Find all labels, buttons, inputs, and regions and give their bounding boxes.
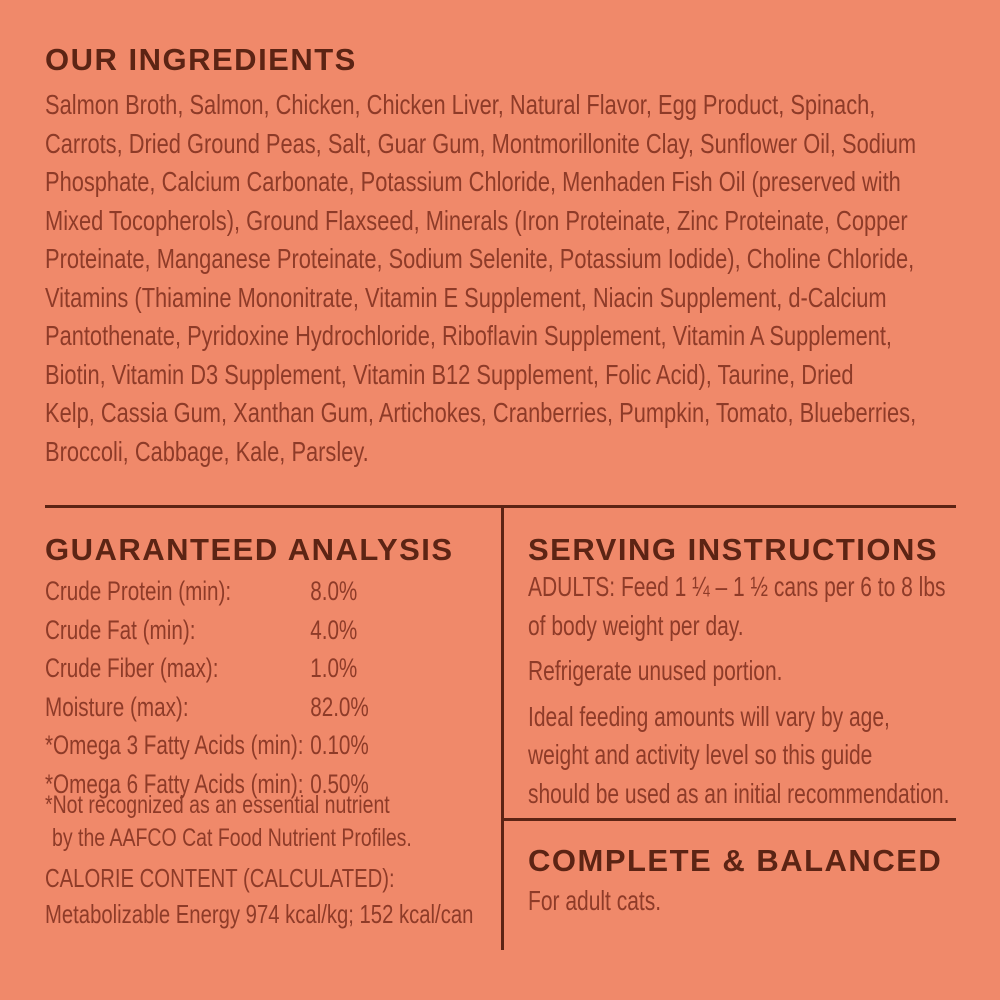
analysis-value: 4.0% — [310, 614, 358, 645]
serving-line: Ideal feeding amounts will vary by age, — [528, 700, 890, 732]
calorie-content-heading: CALORIE CONTENT (CALCULATED): — [45, 863, 395, 893]
ingredients-line: Phosphate, Calcium Carbonate, Potassium … — [45, 166, 901, 197]
analysis-label: *Omega 6 Fatty Acids (min): — [45, 768, 304, 799]
ingredients-line: Biotin, Vitamin D3 Supplement, Vitamin B… — [45, 358, 854, 390]
ingredients-title: OUR INGREDIENTS — [45, 42, 357, 77]
analysis-footnote-line: *Not recognized as an essential nutrient — [45, 791, 390, 819]
analysis-footnote-line: by the AAFCO Cat Food Nutrient Profiles. — [52, 824, 412, 852]
serving-line: ADULTS: Feed 1 ¼ – 1 ½ cans per 6 to 8 l… — [528, 571, 946, 602]
analysis-row: Crude Fat (min): 4.0% — [45, 611, 1000, 650]
analysis-row: *Omega 6 Fatty Acids (min): 0.50% — [45, 765, 1000, 804]
analysis-footnote: *Not recognized as an essential nutrient… — [45, 789, 1000, 855]
serving-line: Refrigerate unused portion. — [528, 655, 783, 686]
analysis-label: Crude Fat (min): — [45, 614, 196, 645]
calorie-content-value: Metabolizable Energy 974 kcal/kg; 152 kc… — [45, 899, 474, 929]
serving-line: of body weight per day. — [528, 609, 744, 641]
vertical-divider-columns — [501, 508, 504, 950]
analysis-label: Moisture (max): — [45, 691, 189, 722]
ingredients-line: Kelp, Cassia Gum, Xanthan Gum, Artichoke… — [45, 397, 917, 428]
serving-paragraph-refrigerate: Refrigerate unused portion. — [528, 652, 1000, 691]
analysis-row: Crude Protein (min): 8.0% — [45, 572, 1000, 611]
ingredients-line: Carrots, Dried Ground Peas, Salt, Guar G… — [45, 127, 917, 159]
ingredients-text: Salmon Broth, Salmon, Chicken, Chicken L… — [45, 86, 1000, 471]
serving-line: should be used as an initial recommendat… — [528, 777, 950, 809]
ingredients-line: Salmon Broth, Salmon, Chicken, Chicken L… — [45, 89, 876, 120]
serving-line: weight and activity level so this guide — [528, 739, 873, 770]
complete-balanced-subtitle: For adult cats. — [528, 885, 662, 916]
analysis-value: 8.0% — [310, 576, 358, 606]
serving-instructions-text: ADULTS: Feed 1 ¼ – 1 ½ cans per 6 to 8 l… — [528, 568, 1000, 820]
ingredients-line: Vitamins (Thiamine Mononitrate, Vitamin … — [45, 281, 887, 313]
ingredients-line: Proteinate, Manganese Proteinate, Sodium… — [45, 243, 915, 274]
guaranteed-analysis-title: GUARANTEED ANALYSIS — [45, 532, 454, 567]
analysis-label: Crude Protein (min): — [45, 576, 232, 606]
horizontal-divider-right-column — [501, 818, 956, 821]
analysis-value: 1.0% — [310, 653, 358, 683]
analysis-row: Crude Fiber (max): 1.0% — [45, 649, 1000, 688]
ingredients-line: Mixed Tocopherols), Ground Flaxseed, Min… — [45, 204, 908, 236]
serving-instructions-title: SERVING INSTRUCTIONS — [528, 532, 939, 567]
analysis-value: 0.50% — [310, 768, 369, 799]
guaranteed-analysis-table: Crude Protein (min): 8.0% Crude Fat (min… — [45, 572, 1000, 803]
horizontal-divider-main — [45, 505, 956, 508]
analysis-row: Moisture (max): 82.0% — [45, 688, 1000, 727]
complete-balanced-title: COMPLETE & BALANCED — [528, 843, 943, 878]
serving-paragraph-adults: ADULTS: Feed 1 ¼ – 1 ½ cans per 6 to 8 l… — [528, 568, 1000, 645]
analysis-value: 0.10% — [310, 730, 369, 760]
analysis-row: *Omega 3 Fatty Acids (min): 0.10% — [45, 726, 1000, 765]
serving-paragraph-ideal-feeding: Ideal feeding amounts will vary by age, … — [528, 698, 1000, 814]
analysis-label: *Omega 3 Fatty Acids (min): — [45, 730, 304, 760]
analysis-value: 82.0% — [310, 691, 369, 722]
ingredients-line: Pantothenate, Pyridoxine Hydrochloride, … — [45, 320, 893, 351]
ingredients-line: Broccoli, Cabbage, Kale, Parsley. — [45, 435, 369, 467]
analysis-label: Crude Fiber (max): — [45, 653, 219, 683]
calorie-content-block: CALORIE CONTENT (CALCULATED): Metaboliza… — [45, 860, 1000, 932]
